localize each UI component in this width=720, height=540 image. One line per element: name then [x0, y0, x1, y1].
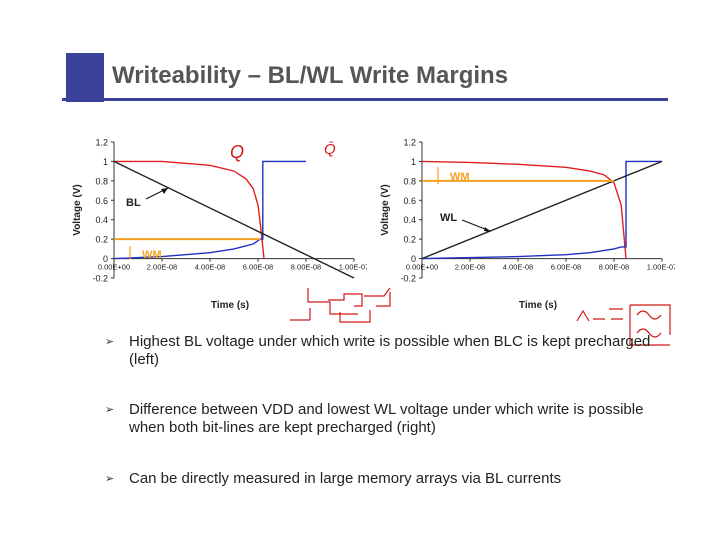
y-tick-label: 0.4 — [403, 215, 416, 225]
title-accent-block — [66, 53, 104, 102]
x-tick-label: 8.00E-08 — [599, 263, 629, 272]
y-axis-label: Voltage (V) — [380, 184, 391, 235]
x-tick-label: 1.00E-07 — [339, 263, 367, 272]
y-axis-label: Voltage (V) — [72, 184, 83, 235]
x-tick-label: 1.00E-07 — [647, 263, 675, 272]
y-tick-label: 0.4 — [95, 215, 108, 225]
annotation-wm: WM — [142, 249, 162, 261]
handwritten-equation-right — [576, 304, 671, 346]
bl-pointer-arrowhead — [161, 188, 168, 194]
x-tick-label: 4.00E-08 — [195, 263, 225, 272]
y-tick-label: 0.6 — [95, 196, 108, 206]
annotation-q: Q — [230, 142, 244, 162]
y-tick-labels: 1.2 1 0.8 0.6 0.4 0.2 0 -0.2 — [92, 138, 114, 284]
y-tick-label: 0.8 — [95, 176, 108, 186]
y-tick-label: 1.2 — [403, 138, 416, 148]
series-line — [113, 160, 306, 260]
bullet-arrow-icon: ➢ — [105, 404, 115, 416]
left-write-margin-chart: Voltage (V) Time (s) 1.2 1 0.8 0.6 0.4 0.2 0 -0… — [72, 138, 367, 312]
x-tick-label: 2.00E-08 — [455, 263, 485, 272]
axes — [421, 142, 662, 278]
bullet-arrow-icon: ➢ — [105, 473, 115, 485]
page-title: Writeability – BL/WL Write Margins — [112, 62, 509, 89]
annotation-wl: WL — [440, 212, 457, 224]
y-tick-label: 0.8 — [403, 176, 416, 186]
y-tick-label: 0 — [411, 254, 416, 264]
series-line — [114, 160, 265, 259]
x-axis-label: Time (s) — [519, 300, 557, 311]
y-tick-label: 1 — [411, 157, 416, 167]
y-tick-labels: 1.2 1 0.8 0.6 0.4 0.2 0 -0.2 — [400, 138, 422, 284]
x-tick-label: 6.00E-08 — [243, 263, 273, 272]
wl-pointer-arrowhead — [484, 227, 491, 232]
series-line — [421, 160, 662, 260]
y-tick-label: 0.6 — [403, 196, 416, 206]
y-tick-label: 0.2 — [403, 235, 416, 245]
right-write-margin-chart: Voltage (V) Time (s) 1.2 1 0.8 0.6 0.4 0.2 0 -0… — [380, 138, 675, 312]
x-tick-label: 0.00E+00 — [406, 263, 438, 272]
x-tick-label: 8.00E-08 — [291, 263, 321, 272]
x-tick-labels: 0.00E+00 2.00E-08 4.00E-08 6.00E-08 8.00E-08… — [406, 258, 675, 272]
bullet-arrow-icon: ➢ — [105, 336, 115, 348]
x-tick-labels: 0.00E+00 2.00E-08 4.00E-08 6.00E-08 8.00E-08… — [98, 258, 367, 272]
bullet-text: Difference between VDD and lowest WL vol… — [129, 401, 644, 436]
x-axis-label: Time (s) — [211, 300, 249, 311]
series-line — [113, 160, 355, 279]
annotation-bl: BL — [126, 197, 141, 209]
x-tick-label: 0.00E+00 — [98, 263, 130, 272]
annotation-q-bar: Q̄ — [324, 141, 336, 158]
bullet-text: Can be directly measured in large memory… — [129, 470, 562, 487]
series-line — [421, 160, 663, 260]
y-tick-label: 0.2 — [95, 235, 108, 245]
y-tick-label: 1 — [103, 157, 108, 167]
annotation-wm: WM — [450, 171, 470, 183]
y-tick-label: 1.2 — [95, 138, 108, 148]
bullet-text: Highest BL voltage under which write is … — [129, 333, 651, 368]
data-series — [421, 160, 663, 260]
y-tick-label: -0.2 — [92, 274, 108, 284]
y-tick-label: 0 — [103, 254, 108, 264]
x-tick-label: 4.00E-08 — [503, 263, 533, 272]
handwritten-schematic-left — [290, 287, 391, 323]
y-tick-label: -0.2 — [400, 274, 416, 284]
title-underline — [62, 98, 668, 101]
x-tick-label: 6.00E-08 — [551, 263, 581, 272]
data-series — [113, 160, 355, 279]
x-tick-label: 2.00E-08 — [147, 263, 177, 272]
series-line — [421, 160, 627, 259]
